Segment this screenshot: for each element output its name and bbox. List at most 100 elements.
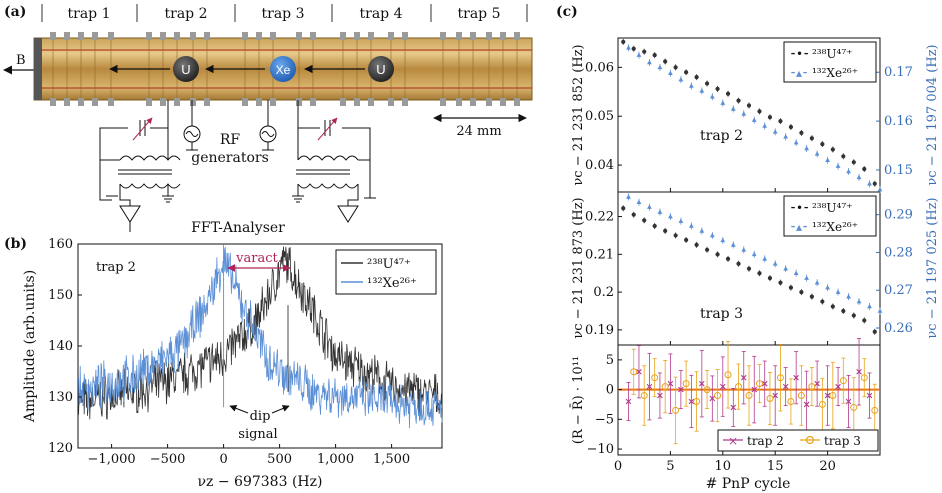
mid-legend-xe: ¹³²Xe²⁶⁺ — [812, 220, 858, 234]
electrode-bottom — [190, 98, 196, 106]
u-data-point — [809, 294, 814, 299]
u-data-point — [715, 252, 720, 257]
u-data-point — [862, 318, 867, 323]
trap2-point — [772, 392, 778, 399]
y-tick-label: 5 — [606, 353, 614, 368]
electrode-top — [456, 32, 462, 40]
u-data-point — [694, 242, 699, 247]
xe-data-point — [709, 232, 715, 238]
trap3-point — [871, 406, 879, 414]
xe-data-point — [793, 140, 799, 145]
electrode-top — [402, 32, 408, 40]
y-tick-label: 0.04 — [585, 158, 614, 173]
electrode-top — [500, 32, 506, 40]
top-legend — [783, 41, 877, 83]
spectrum-ylabel: Amplitude (arb.units) — [22, 270, 38, 423]
trap2-point — [667, 380, 674, 387]
svg-text:×: × — [728, 434, 738, 448]
electrode-bottom — [174, 98, 180, 106]
u-data-point — [841, 154, 846, 159]
xe-data-point — [835, 289, 841, 294]
electrode-top — [388, 32, 394, 40]
y-tick-label-right: 0.29 — [884, 208, 913, 223]
u-data-point — [621, 39, 626, 45]
bottom-legend — [717, 429, 879, 452]
trap3-point — [703, 386, 711, 394]
electrode-bottom — [296, 98, 302, 106]
xe-data-point — [720, 237, 726, 243]
xe-data-point — [636, 199, 642, 204]
mid-legend-xe-marker: ⁃▴⁃ — [790, 220, 808, 234]
trap-label-5: trap 5 — [458, 6, 501, 22]
xe-data-point — [762, 123, 768, 128]
y-tick-label-right: 0.26 — [884, 321, 913, 336]
electrode-bottom — [92, 98, 98, 106]
u-data-point — [704, 247, 710, 252]
xenon-ion-icon — [270, 56, 296, 82]
panel-c-xlabel: # PnP cycle — [706, 476, 791, 492]
xe-data-point — [825, 284, 830, 290]
trap3-point — [787, 397, 795, 405]
xe-data-point — [856, 298, 862, 304]
b-field-label: B — [16, 53, 26, 68]
trap3-point — [693, 397, 701, 405]
xe-data-point — [647, 204, 652, 209]
spectrum-traces — [77, 244, 443, 429]
xe-data-point — [867, 303, 872, 309]
u-data-point — [757, 109, 762, 114]
u-data-point — [851, 160, 856, 165]
trap3-point — [829, 392, 837, 400]
xe-data-point — [720, 100, 726, 105]
trap3-point — [745, 392, 753, 400]
y-tick-label: 0.06 — [585, 60, 614, 75]
trap3-point — [735, 383, 743, 391]
ion-label-xe: Xe — [276, 63, 291, 77]
y-tick-label-right: 0.16 — [884, 114, 913, 129]
xe-data-point — [751, 251, 757, 257]
electrode-top — [204, 32, 210, 40]
u-data-point — [862, 166, 867, 172]
xenon-spectrum-trace — [78, 246, 443, 429]
u-data-point — [872, 329, 877, 334]
electrode-bottom — [440, 98, 446, 106]
u-data-point — [631, 46, 636, 51]
y-tick-label-right: 0.28 — [884, 245, 913, 260]
trap3-point — [640, 392, 648, 400]
electrode-top — [296, 32, 302, 40]
xe-data-point — [626, 45, 631, 50]
u-data-point — [841, 308, 846, 314]
xe-data-point — [688, 83, 694, 88]
x-tick-label: −500 — [150, 452, 186, 467]
u-data-point — [778, 119, 783, 124]
xe-data-point — [699, 228, 705, 233]
xe-data-point — [678, 76, 684, 82]
u-data-point — [767, 276, 773, 281]
u-data-point — [684, 70, 689, 75]
bottom-legend-trap3: trap 3 — [824, 434, 861, 448]
electrode-bottom — [78, 98, 84, 106]
u-data-point — [715, 86, 720, 91]
u-data-point — [673, 233, 678, 238]
electrode-top — [470, 32, 476, 40]
trap3-point — [651, 374, 659, 382]
electrode-bottom — [204, 98, 210, 106]
xe-data-point — [835, 163, 841, 168]
u-data-point — [809, 136, 814, 141]
electrode-bottom — [354, 98, 360, 106]
x-tick-label: 1,000 — [317, 452, 354, 467]
y-tick-label: 0.05 — [585, 109, 614, 124]
u-data-point — [736, 261, 741, 266]
xe-data-point — [636, 52, 642, 57]
xe-data-point — [688, 223, 694, 228]
xe-data-point — [772, 129, 778, 134]
trap3-point — [797, 392, 805, 400]
trap2-point — [636, 368, 642, 375]
electrode-bottom — [108, 98, 114, 106]
panel-b: (b) −1,000 −500 0 500 1,000 1,500 120 130 140 150… — [4, 236, 443, 490]
trap2-point — [845, 398, 852, 405]
bottom-legend-trap2: trap 2 — [747, 434, 784, 448]
electrode-top — [78, 32, 84, 40]
panel-c: (c) 0.040.050.060.150.160.170.190.20.210… — [556, 4, 940, 492]
xe-data-point — [814, 280, 820, 285]
electrode-top — [368, 32, 374, 40]
